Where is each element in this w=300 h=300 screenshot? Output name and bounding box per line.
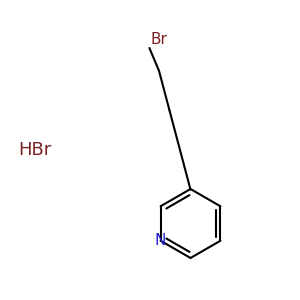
Text: Br: Br xyxy=(150,32,167,46)
Text: N: N xyxy=(155,233,166,248)
Text: HBr: HBr xyxy=(18,141,51,159)
